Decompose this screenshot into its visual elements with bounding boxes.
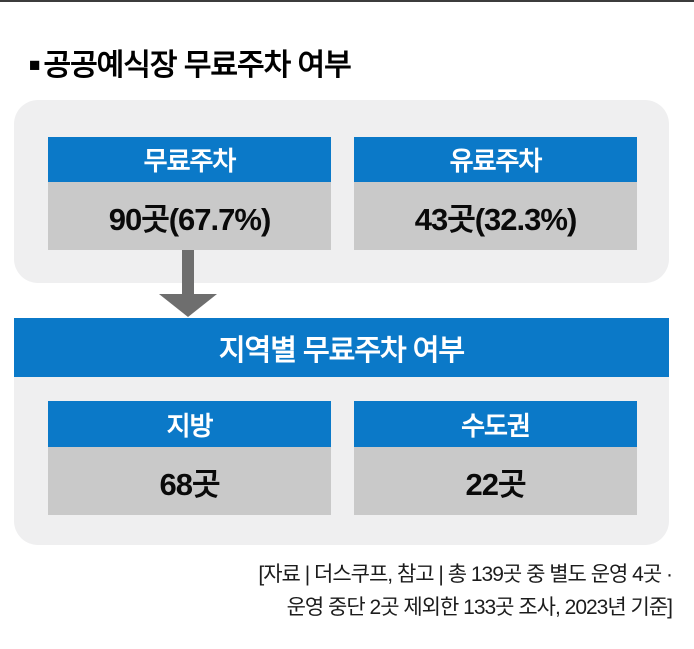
paid-parking-column: 유료주차 43곳(32.3%)	[354, 137, 637, 250]
paid-parking-header: 유료주차	[354, 137, 637, 182]
metro-value: 22곳	[354, 447, 637, 515]
arrow-down-head	[159, 294, 217, 317]
free-parking-column: 무료주차 90곳(67.7%)	[48, 137, 331, 250]
metro-column: 수도권 22곳	[354, 401, 637, 515]
arrow-down-stem	[182, 250, 194, 296]
province-column: 지방 68곳	[48, 401, 331, 515]
parking-overview-card: 무료주차 90곳(67.7%) 유료주차 43곳(32.3%)	[14, 100, 669, 283]
page-title-text: 공공예식장 무료주차 여부	[43, 49, 351, 82]
source-note: [자료 | 더스쿠프, 참고 | 총 139곳 중 별도 운영 4곳 · 운영 …	[258, 558, 673, 624]
source-note-line1: [자료 | 더스쿠프, 참고 | 총 139곳 중 별도 운영 4곳 ·	[258, 563, 673, 586]
free-parking-value: 90곳(67.7%)	[48, 182, 331, 250]
province-value: 68곳	[48, 447, 331, 515]
page-title: ■ 공공예식장 무료주차 여부	[29, 40, 352, 84]
source-note-line2: 운영 중단 2곳 제외한 133곳 조사, 2023년 기준]	[286, 596, 673, 619]
square-bullet-icon: ■	[29, 55, 41, 76]
regional-parking-card: 지역별 무료주차 여부 지방 68곳 수도권 22곳	[14, 318, 669, 545]
metro-header: 수도권	[354, 401, 637, 447]
top-rule	[0, 0, 694, 2]
province-header: 지방	[48, 401, 331, 447]
paid-parking-value: 43곳(32.3%)	[354, 182, 637, 250]
free-parking-header: 무료주차	[48, 137, 331, 182]
regional-card-title: 지역별 무료주차 여부	[14, 318, 669, 377]
